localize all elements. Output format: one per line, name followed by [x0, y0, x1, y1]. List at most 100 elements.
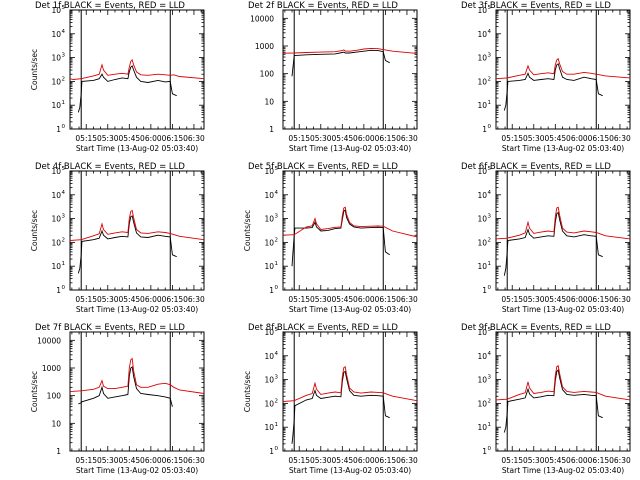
- y-tick-exponent: 2: [62, 76, 66, 82]
- y-tick-label: 10000: [250, 14, 274, 23]
- x-axis-label: Start Time (13-Aug-02 05:03:40): [76, 144, 198, 153]
- y-tick-label: 10: [264, 97, 274, 106]
- x-tick-label: 06:30: [609, 134, 631, 143]
- y-tick-label: 10: [264, 399, 274, 408]
- x-tick-label: 05:30: [523, 134, 545, 143]
- x-axis-label: Start Time (13-Aug-02 05:03:40): [502, 144, 624, 153]
- x-tick-label: 06:15: [375, 134, 397, 143]
- plot-frame: [495, 9, 631, 130]
- y-axis-label: Counts/sec: [30, 49, 39, 90]
- y-axis-label: Counts/sec: [243, 210, 252, 251]
- y-tick-label: 10: [477, 399, 487, 408]
- y-tick-label: 10: [477, 376, 487, 385]
- y-tick-label: 10: [477, 328, 487, 337]
- y-tick-label: 10: [264, 376, 274, 385]
- panel-title: Det 6f BLACK = Events, RED = LLD: [461, 162, 611, 172]
- x-tick-label: 06:30: [609, 456, 631, 465]
- x-tick-label: 06:00: [353, 295, 375, 304]
- series-line-events: [503, 63, 603, 111]
- y-tick-label: 1: [56, 286, 61, 295]
- y-tick-label: 10: [477, 167, 487, 176]
- y-tick-label: 10000: [37, 336, 61, 345]
- series-line-lld: [496, 57, 630, 80]
- series-line-events: [77, 65, 177, 113]
- x-tick-label: 06:30: [183, 134, 205, 143]
- y-tick-exponent: 4: [488, 351, 492, 357]
- y-tick-label: 10: [477, 6, 487, 15]
- y-tick-exponent: 4: [275, 351, 279, 357]
- y-tick-exponent: 0: [488, 124, 492, 130]
- y-tick-exponent: 5: [275, 327, 279, 333]
- series-line-lld: [70, 357, 204, 394]
- plot-frame: [282, 331, 418, 452]
- y-tick-exponent: 2: [488, 398, 492, 404]
- y-tick-label: 1: [269, 286, 274, 295]
- y-tick-label: 10: [51, 262, 61, 271]
- y-tick-exponent: 1: [275, 422, 279, 428]
- y-tick-label: 10: [477, 191, 487, 200]
- x-tick-label: 05:15: [288, 295, 310, 304]
- y-tick-label: 1: [482, 125, 487, 134]
- y-tick-exponent: 2: [488, 76, 492, 82]
- panel-title: Det 2f BLACK = Events, RED = LLD: [248, 1, 398, 11]
- x-tick-label: 06:00: [566, 134, 588, 143]
- y-axis-label: Counts/sec: [30, 371, 39, 412]
- plot-frame: [282, 9, 418, 130]
- y-tick-label: 10: [51, 6, 61, 15]
- y-tick-exponent: 2: [275, 237, 279, 243]
- x-tick-label: 05:15: [501, 134, 523, 143]
- x-tick-label: 06:00: [140, 295, 162, 304]
- y-tick-label: 10: [477, 215, 487, 224]
- y-tick-label: 1000: [42, 364, 61, 373]
- y-tick-exponent: 5: [488, 327, 492, 333]
- x-tick-label: 06:15: [588, 295, 610, 304]
- panel-title: Det 9f BLACK = Events, RED = LLD: [461, 323, 611, 333]
- x-tick-label: 05:30: [310, 456, 332, 465]
- x-tick-label: 05:45: [119, 456, 141, 465]
- y-tick-label: 10: [51, 30, 61, 39]
- y-tick-exponent: 3: [62, 214, 66, 220]
- series-line-lld: [496, 365, 630, 401]
- y-tick-label: 10: [51, 167, 61, 176]
- panel-title: Det 4f BLACK = Events, RED = LLD: [35, 162, 185, 172]
- x-tick-label: 06:30: [609, 295, 631, 304]
- y-tick-exponent: 5: [488, 166, 492, 172]
- y-tick-label: 1: [269, 125, 274, 134]
- y-tick-label: 10: [477, 423, 487, 432]
- y-tick-exponent: 1: [488, 100, 492, 106]
- x-tick-label: 06:15: [588, 134, 610, 143]
- x-tick-label: 05:15: [288, 134, 310, 143]
- y-tick-label: 10: [477, 101, 487, 110]
- x-tick-label: 05:30: [310, 295, 332, 304]
- plot-frame: [69, 9, 205, 130]
- y-tick-exponent: 3: [488, 53, 492, 59]
- x-tick-label: 06:15: [162, 295, 184, 304]
- x-tick-label: 05:45: [545, 134, 567, 143]
- y-axis-label: Counts/sec: [30, 210, 39, 251]
- y-tick-exponent: 4: [62, 29, 66, 35]
- series-line-lld: [70, 209, 204, 241]
- y-tick-label: 10: [264, 328, 274, 337]
- panel-title: Det 7f BLACK = Events, RED = LLD: [35, 323, 185, 333]
- y-tick-exponent: 0: [275, 285, 279, 291]
- x-tick-label: 05:45: [332, 295, 354, 304]
- y-tick-exponent: 0: [488, 446, 492, 452]
- y-tick-label: 10: [477, 352, 487, 361]
- x-axis-label: Start Time (13-Aug-02 05:03:40): [502, 305, 624, 314]
- panel-det-7: Det 7f BLACK = Events, RED = LLD 1 10 100 10…: [30, 323, 205, 475]
- y-tick-label: 1: [269, 447, 274, 456]
- series-line-lld: [70, 59, 204, 80]
- x-tick-label: 06:00: [566, 456, 588, 465]
- y-tick-label: 10: [264, 423, 274, 432]
- x-tick-label: 05:45: [332, 456, 354, 465]
- series-line-lld: [283, 206, 417, 238]
- series-line-events: [503, 211, 603, 276]
- x-tick-label: 05:30: [97, 295, 119, 304]
- series-line-events: [291, 370, 390, 444]
- x-tick-label: 06:00: [140, 134, 162, 143]
